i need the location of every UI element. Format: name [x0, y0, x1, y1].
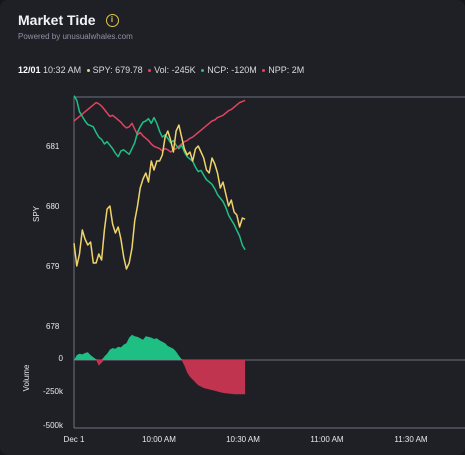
x-tick-label: 10:00 AM [142, 435, 176, 444]
spy-axis-label: SPY [32, 205, 41, 222]
tooltip-legend: 12/01 10:32 AM SPY: 679.78 Vol: -245K NC… [18, 65, 304, 75]
x-tick-label: 11:30 AM [394, 435, 428, 444]
x-tick-label: 10:30 AM [226, 435, 260, 444]
powered-by-text: Powered by unusualwhales.com [18, 32, 133, 41]
card-header: Market Tide i Powered by unusualwhales.c… [18, 12, 133, 41]
volume-tick-label: 0 [59, 354, 64, 363]
volume-axis-label: Volume [22, 364, 31, 391]
legend-time: 10:32 AM [43, 65, 82, 75]
price-tick-label: 681 [46, 142, 60, 151]
price-tick-label: 680 [46, 202, 60, 211]
volume-tick-label: -500k [43, 421, 64, 430]
legend-date: 12/01 [18, 65, 41, 75]
spy-line[interactable] [73, 124, 246, 270]
x-tick-label: 11:00 AM [310, 435, 344, 444]
price-tick-label: 678 [46, 322, 60, 331]
info-icon[interactable]: i [105, 13, 119, 27]
npp-dot-icon [262, 68, 266, 72]
spy-dot-icon [86, 68, 90, 72]
title-row: Market Tide i [18, 12, 133, 28]
volume-positive-area [74, 334, 246, 360]
price-tick-label: 679 [46, 262, 60, 271]
legend-npp: NPP: 2M [268, 65, 305, 75]
legend-spy: SPY: 679.78 [92, 65, 143, 75]
legend-ncp: NCP: -120M [207, 65, 257, 75]
x-tick-label: Dec 1 [64, 435, 85, 444]
card-title: Market Tide [18, 12, 96, 28]
legend-vol: Vol: -245K [154, 65, 196, 75]
ncp-dot-icon [201, 68, 205, 72]
volume-negative-area [74, 360, 246, 395]
vol-dot-icon [148, 68, 152, 72]
volume-tick-label: -250k [43, 387, 64, 396]
ncp-line[interactable] [73, 95, 246, 251]
npp-line[interactable] [73, 99, 246, 153]
